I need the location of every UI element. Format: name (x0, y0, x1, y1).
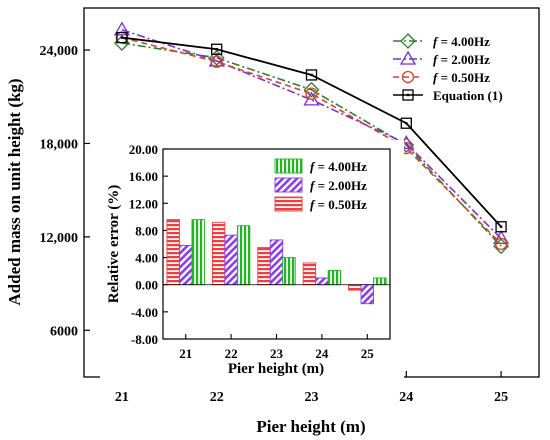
main-y-tick-label: 24,000 (40, 44, 79, 59)
legend-label: f = 2.00Hz (433, 52, 490, 67)
main-point-marker-dot (120, 36, 124, 39)
inset-x-ticks: 21 22 23 24 25 (179, 334, 374, 361)
main-point-marker (495, 221, 507, 233)
inset-chart: -8.00 -4.00 0.00 4.00 8.00 12.00 16.00 20.00 21… (100, 140, 404, 385)
main-point-marker-dot (310, 73, 313, 77)
inset-legend-swatch (274, 196, 303, 212)
inset-legend-label: f = 2.00Hz (310, 178, 367, 193)
main-point-marker (303, 81, 320, 98)
main-y-axis-title: Added mass on unit height (kg) (5, 78, 24, 305)
inset-x-tick-label: 21 (179, 346, 192, 361)
inset-bar (360, 284, 374, 305)
inset-y-tick-label: 16.00 (129, 169, 158, 184)
main-series-line (121, 36, 502, 245)
inset-y-tick-label: -4.00 (131, 305, 158, 320)
inset-bar (373, 277, 387, 286)
main-point-marker (305, 87, 318, 100)
legend-marker (400, 33, 416, 49)
inset-legend-label: f = 0.50Hz (310, 197, 367, 212)
main-point-marker (494, 237, 508, 251)
legend-marker (399, 50, 417, 65)
main-x-tick-label: 24 (399, 390, 413, 405)
inset-bar (302, 262, 317, 286)
main-series (113, 21, 510, 255)
inset-y-tick-label: 8.00 (135, 223, 158, 238)
inset-bar (269, 239, 284, 286)
main-point-marker (208, 49, 225, 66)
legend-marker (402, 89, 414, 101)
inset-legend-label: f = 4.00Hz (310, 159, 367, 174)
inset-bar (257, 246, 271, 286)
main-point-marker-dot (215, 48, 218, 51)
inset-bar (224, 234, 238, 286)
inset-legend-swatch (274, 158, 303, 174)
legend-marker-dot (406, 93, 410, 97)
main-x-tick-label: 25 (494, 390, 508, 405)
main-point-marker (116, 31, 128, 44)
main-point-marker-dot (405, 122, 408, 125)
main-y-tick-label: 6000 (50, 324, 78, 339)
main-x-tick-label: 23 (305, 390, 319, 405)
inset-y-tick-label: -8.00 (131, 332, 158, 347)
inset-x-axis-title: Pier height (m) (228, 361, 324, 377)
inset-y-ticks: -8.00 -4.00 0.00 4.00 8.00 12.00 16.00 20.00 (129, 142, 168, 347)
main-series-line (121, 42, 502, 247)
inset-x-tick-label: 22 (225, 346, 238, 361)
main-x-tick-label: 21 (115, 390, 129, 405)
main-point-marker (305, 69, 318, 81)
inset-bar (327, 270, 342, 286)
main-point-marker (303, 91, 320, 106)
main-point-marker (208, 52, 225, 67)
main-chart: 6000 12,000 18,000 24,000 21 22 23 24 25 Pier h… (5, 7, 540, 436)
inset-bar (191, 219, 205, 286)
main-point-marker (211, 43, 223, 55)
main-y-tick-label: 12,000 (40, 231, 79, 246)
legend-label: Equation (1) (433, 88, 503, 103)
main-series-line (121, 29, 502, 239)
main-point-marker (113, 21, 131, 36)
inset-legend: f = 4.00Hz f = 2.00Hz f = 0.50Hz (274, 158, 367, 212)
inset-y-tick-label: 0.00 (135, 278, 158, 293)
main-legend: f = 4.00Hz f = 2.00Hz f = 0.50Hz Equation (… (393, 33, 503, 103)
inset-bar (166, 219, 180, 286)
inset-bars (163, 219, 390, 305)
main-point-marker (210, 55, 223, 68)
inset-bar (236, 225, 251, 286)
inset-bar (282, 257, 296, 286)
main-x-axis-title: Pier height (m) (256, 417, 365, 436)
inset-x-tick-label: 25 (361, 346, 375, 361)
inset-bar (348, 284, 362, 291)
inset-x-tick-label: 23 (270, 346, 284, 361)
main-point-marker (400, 117, 412, 129)
inset-y-tick-label: 20.00 (129, 142, 158, 157)
legend-label: f = 4.00Hz (433, 34, 490, 49)
main-point-marker-dot (499, 225, 503, 228)
main-y-ticks: 6000 12,000 18,000 24,000 (40, 44, 90, 339)
main-y-tick-label: 18,000 (40, 137, 79, 152)
inset-bar (211, 221, 226, 286)
inset-bar (178, 244, 193, 286)
inset-y-tick-label: 4.00 (135, 251, 158, 266)
inset-y-axis-title: Relative error (%) (106, 185, 122, 304)
inset-x-tick-label: 24 (315, 346, 329, 361)
main-x-tick-label: 22 (210, 390, 224, 405)
inset-legend-swatch (274, 177, 303, 193)
inset-bar (315, 277, 329, 286)
legend-label: f = 0.50Hz (433, 70, 490, 85)
legend-marker (401, 70, 415, 84)
inset-y-tick-label: 12.00 (129, 196, 158, 211)
